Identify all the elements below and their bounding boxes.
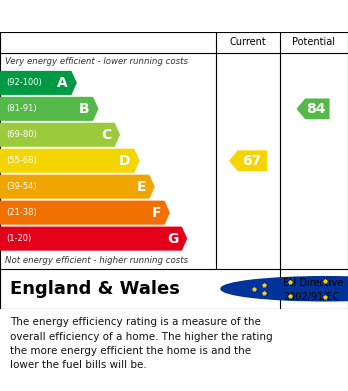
Polygon shape [0,123,120,147]
Text: Current: Current [230,38,267,47]
Text: 2002/91/EC: 2002/91/EC [283,292,340,302]
Text: Potential: Potential [292,38,335,47]
Text: Not energy efficient - higher running costs: Not energy efficient - higher running co… [5,256,188,265]
Circle shape [221,277,348,301]
Text: EU Directive: EU Directive [283,278,343,288]
Text: B: B [79,102,89,116]
Polygon shape [0,175,155,199]
Polygon shape [296,99,330,119]
Text: The energy efficiency rating is a measure of the
overall efficiency of a home. T: The energy efficiency rating is a measur… [10,317,273,370]
Text: 84: 84 [306,102,325,116]
Text: (81-91): (81-91) [6,104,37,113]
Text: England & Wales: England & Wales [10,280,180,298]
Text: (21-38): (21-38) [6,208,37,217]
Text: (39-54): (39-54) [6,182,37,191]
Text: G: G [167,231,178,246]
Polygon shape [0,149,140,173]
Text: A: A [57,76,68,90]
Text: E: E [136,180,146,194]
Text: D: D [119,154,131,168]
Polygon shape [0,71,77,95]
Text: F: F [151,206,161,220]
Text: (69-80): (69-80) [6,130,37,139]
Text: Very energy efficient - lower running costs: Very energy efficient - lower running co… [5,57,188,66]
Text: C: C [101,128,111,142]
Text: (92-100): (92-100) [6,78,42,87]
Polygon shape [0,97,98,121]
Text: (1-20): (1-20) [6,234,32,243]
Polygon shape [229,151,267,171]
Text: 67: 67 [242,154,261,168]
Text: (55-68): (55-68) [6,156,37,165]
Polygon shape [0,226,187,251]
Text: Energy Efficiency Rating: Energy Efficiency Rating [9,9,230,23]
Polygon shape [0,201,170,225]
